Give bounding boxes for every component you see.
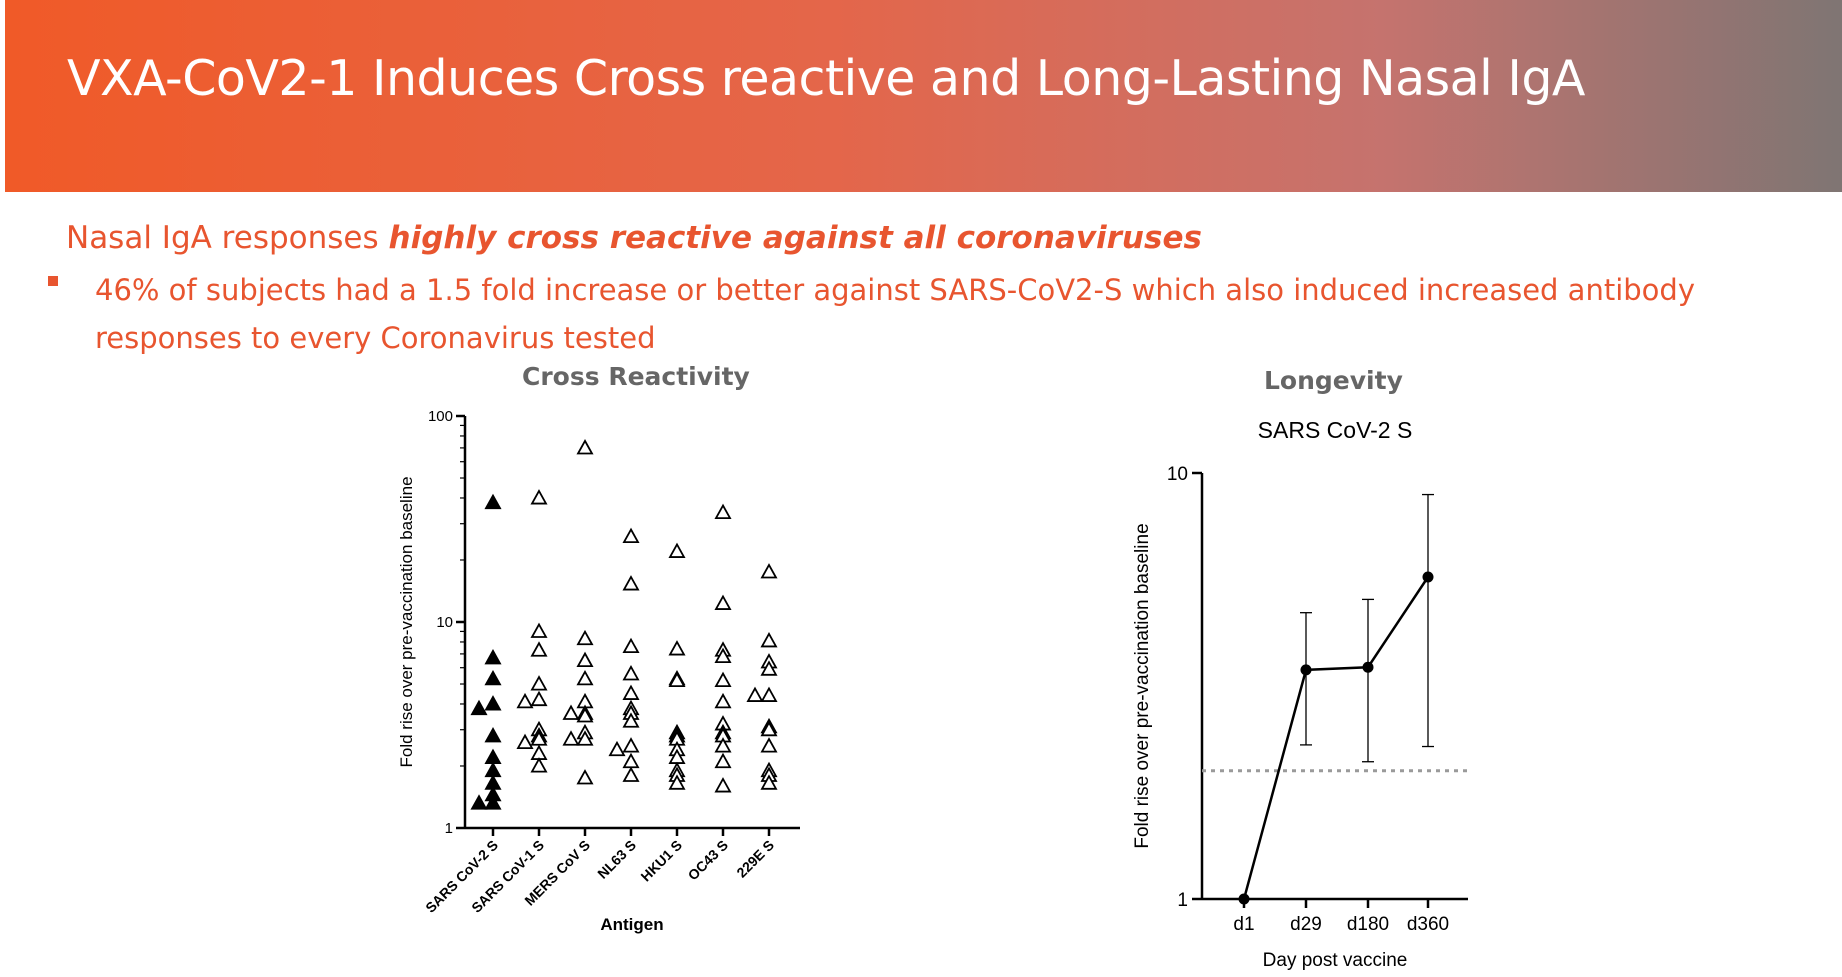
- longevity-heading: Longevity: [1264, 366, 1403, 395]
- y-tick-label: 10: [1167, 464, 1188, 485]
- data-point-open: [714, 692, 732, 709]
- y-tick-label: 1: [1177, 890, 1188, 911]
- y-tick-label: 100: [428, 408, 453, 425]
- data-point-open: [530, 690, 548, 707]
- bullet-text: 46% of subjects had a 1.5 fold increase …: [95, 273, 1695, 355]
- data-point-open: [576, 769, 594, 785]
- subtitle-emphasis: highly cross reactive against all corona…: [388, 220, 1202, 256]
- y-axis-label: Fold rise over pre-vaccination baseline: [397, 476, 416, 767]
- data-point-filled: [484, 748, 502, 764]
- data-point-open: [622, 575, 640, 591]
- data-point: [1362, 661, 1374, 673]
- data-point-open: [576, 730, 594, 746]
- data-point-open: [622, 737, 640, 753]
- x-tick-label: d180: [1347, 914, 1389, 935]
- longevity-chart: SARS CoV-2 S 1 10 d1 d29 d180 d360 Day post vac…: [1132, 417, 1468, 971]
- chart-title: SARS CoV-2 S: [1258, 417, 1413, 443]
- data-point-open: [760, 563, 778, 579]
- data-point-open: [668, 774, 686, 790]
- data-point-filled: [484, 669, 502, 686]
- data-point-open: [668, 640, 686, 656]
- data-point: [1300, 664, 1312, 676]
- data-point-filled: [484, 794, 502, 810]
- data-point-open: [714, 777, 732, 793]
- series-line: [1242, 576, 1430, 900]
- data-point-open: [760, 737, 778, 753]
- data-point-open: [746, 686, 764, 702]
- y-tick-label: 10: [436, 614, 453, 631]
- data-point-open: [760, 660, 778, 676]
- data-point-open: [516, 692, 534, 709]
- data-point-open: [530, 675, 548, 691]
- cross-reactivity-heading: Cross Reactivity: [522, 362, 750, 391]
- x-tick-label: 229E S: [733, 837, 777, 881]
- data-point: [1422, 571, 1434, 583]
- data-point-filled: [484, 493, 502, 510]
- data-point-open: [530, 489, 548, 505]
- data-point-open: [714, 671, 732, 688]
- x-tick-label: d360: [1407, 914, 1449, 935]
- data-point-filled: [470, 699, 488, 716]
- data-point-open: [530, 641, 548, 657]
- data-point-open: [562, 704, 580, 720]
- data-point-open: [622, 684, 640, 700]
- data-point-open: [622, 527, 640, 544]
- data-point-filled: [484, 648, 502, 665]
- data-point-open: [516, 733, 534, 750]
- title-banner: VXA-CoV2-1 Induces Cross reactive and Lo…: [5, 0, 1842, 192]
- data-point-open: [562, 730, 580, 746]
- slide-title: VXA-CoV2-1 Induces Cross reactive and Lo…: [67, 50, 1585, 107]
- y-axis-label: Fold rise over pre-vaccination baseline: [1132, 523, 1153, 848]
- data-point-open: [668, 542, 686, 558]
- subtitle-plain: Nasal IgA responses: [66, 220, 389, 256]
- data-point-open: [622, 752, 640, 769]
- data-point-open: [622, 637, 640, 654]
- data-point-open: [760, 686, 778, 702]
- data-point-open: [714, 737, 732, 753]
- data-point-open: [530, 757, 548, 773]
- slide-subtitle: Nasal IgA responses highly cross reactiv…: [66, 220, 1202, 256]
- data-point-filled: [484, 727, 502, 743]
- x-axis-label: Day post vaccine: [1263, 950, 1408, 971]
- data-point-open: [576, 651, 594, 668]
- x-tick-label: d1: [1233, 914, 1254, 935]
- data-point-open: [714, 503, 732, 520]
- data-point-open: [760, 720, 778, 737]
- x-tick-label: OC43 S: [685, 837, 732, 884]
- data-point-open: [576, 629, 594, 646]
- data-point-open: [530, 622, 548, 638]
- data-point-open: [576, 439, 594, 455]
- data-point-open: [714, 752, 732, 769]
- x-axis-label: Antigen: [600, 915, 663, 934]
- x-tick-label: d29: [1290, 914, 1322, 935]
- data-point-open: [760, 631, 778, 648]
- data-point-filled: [484, 761, 502, 778]
- x-tick-label: NL63 S: [594, 837, 639, 882]
- data-point-open: [608, 740, 626, 757]
- data-point-open: [576, 707, 594, 723]
- data-point-open: [576, 669, 594, 686]
- data-point-filled: [470, 794, 488, 810]
- data-point-open: [668, 671, 686, 688]
- data-point-open: [622, 766, 640, 782]
- bullet-marker: [48, 276, 58, 286]
- data-point-open: [714, 594, 732, 610]
- data-point-open: [760, 774, 778, 790]
- data-point-open: [714, 647, 732, 664]
- x-tick-label: HKU1 S: [637, 837, 685, 885]
- y-tick-label: 1: [445, 820, 453, 837]
- data-point-open: [622, 665, 640, 681]
- data-point-filled: [484, 695, 502, 711]
- data-point-open: [622, 712, 640, 728]
